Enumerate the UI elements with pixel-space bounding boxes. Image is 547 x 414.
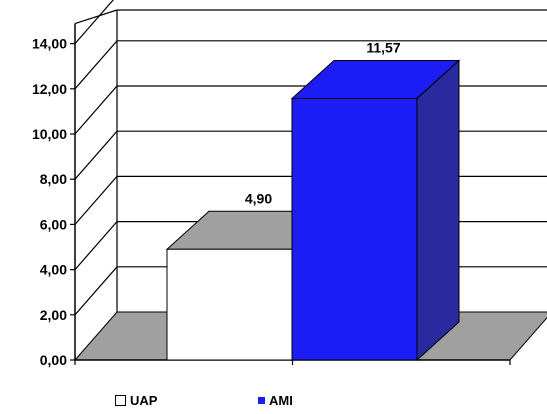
legend-item-ami: AMI <box>258 393 293 408</box>
y-tick-label: 6,00 <box>40 216 67 232</box>
y-axis-ticks: 0,00 2,00 4,00 6,00 8,00 10,00 12,00 14,00 <box>32 36 511 368</box>
legend-swatch-ami <box>258 397 265 404</box>
gridline <box>74 0 114 44</box>
y-tick-label: 10,00 <box>32 126 67 142</box>
legend-swatch-uap <box>115 395 126 406</box>
data-label: 4,90 <box>245 190 272 206</box>
data-labels: 4,90 11,57 <box>245 40 401 207</box>
legend-item-uap: UAP <box>115 393 157 408</box>
y-tick-label: 2,00 <box>40 307 67 323</box>
y-tick-label: 12,00 <box>32 81 67 97</box>
bar-uap-front <box>166 248 293 361</box>
side-wall-top <box>74 9 118 25</box>
bar-ami-front <box>291 98 418 361</box>
legend-label-uap: UAP <box>130 393 158 408</box>
y-tick-label: 4,00 <box>40 262 67 278</box>
y-tick-label: 0,00 <box>40 352 67 368</box>
bar-ami-side <box>416 59 460 362</box>
legend-label-ami: AMI <box>269 393 293 408</box>
y-tick-label: 8,00 <box>40 171 67 187</box>
bar-ami <box>290 59 461 362</box>
data-label: 11,57 <box>366 40 400 56</box>
legend: UAP AMI <box>0 393 547 413</box>
bars-group <box>165 59 461 362</box>
y-tick-label: 14,00 <box>32 36 67 52</box>
